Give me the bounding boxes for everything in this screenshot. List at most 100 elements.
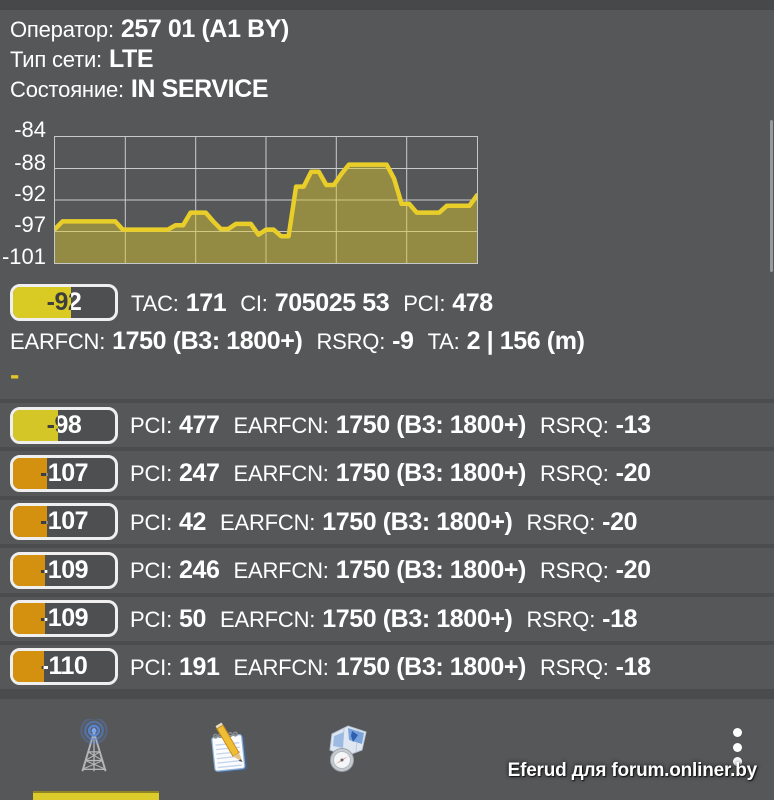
serving-rsrp-box: -92 -92: [10, 284, 118, 321]
overflow-menu-button[interactable]: [731, 728, 743, 766]
rsrq-value: -20: [602, 507, 638, 536]
rsrq-value: -13: [615, 411, 651, 439]
rsrq-value: -18: [615, 652, 651, 681]
network-type-value: LTE: [108, 45, 154, 73]
top-strip: [0, 0, 774, 10]
rsrq-value: -20: [615, 556, 651, 585]
operator-label: Оператор:: [10, 17, 114, 42]
earfcn-value: 1750 (B3: 1800+): [322, 604, 513, 633]
rsrq-label: RSRQ:: [539, 558, 609, 584]
pci-value: 191: [179, 652, 220, 681]
earfcn-label: EARFCN:: [233, 461, 329, 487]
rsrq-label: RSRQ:: [539, 413, 609, 438]
y-tick: -101: [1, 244, 46, 269]
kebab-menu-icon: [732, 728, 742, 737]
pci-label: PCI:: [130, 461, 172, 487]
operator-row: Оператор: 257 01 (A1 BY): [10, 14, 289, 44]
neighbor-cell-list: -98 -98 PCI: 477 EARFCN: 1750 (B3: 1800+) RS…: [0, 399, 774, 689]
chart-y-axis: -84 -88 -92 -97 -101: [0, 110, 46, 280]
state-row: Состояние: IN SERVICE: [10, 74, 289, 104]
state-value: IN SERVICE: [130, 75, 269, 103]
kebab-menu-icon: [732, 757, 742, 766]
pci-label: PCI:: [130, 654, 172, 680]
kebab-menu-icon: [732, 742, 742, 752]
serving-rsrp-value: -92: [46, 288, 82, 316]
notepad-icon: [211, 722, 248, 773]
neighbor-cell-info: PCI: 477 EARFCN: 1750 (B3: 1800+) RSRQ: -13: [130, 403, 651, 447]
y-tick: -88: [14, 150, 46, 175]
neighbor-cell-row[interactable]: -107 -107 PCI: 247 EARFCN: 1750 (B3: 1800+)…: [0, 447, 774, 495]
tac-label: TAC:: [131, 291, 179, 316]
y-tick: -97: [14, 212, 46, 237]
earfcn-label: EARFCN:: [220, 509, 316, 535]
network-type-row: Тип сети: LTE: [10, 44, 289, 74]
neighbor-cell-row[interactable]: -98 -98 PCI: 477 EARFCN: 1750 (B3: 1800+) RS…: [0, 399, 774, 447]
neighbor-cell-info: PCI: 246 EARFCN: 1750 (B3: 1800+) RSRQ: -20: [130, 548, 651, 592]
neighbor-cell-row[interactable]: -107 -107 PCI: 42 EARFCN: 1750 (B3: 1800+) R…: [0, 495, 774, 544]
serving-rsrp-value: -92: [71, 287, 115, 318]
map-compass-icon: [329, 725, 367, 772]
rsrp-value: -107: [39, 458, 89, 487]
cell-tower-icon: [80, 719, 108, 772]
state-label: Состояние:: [10, 77, 124, 102]
pci-label: PCI:: [130, 509, 172, 535]
neighbor-cell-row[interactable]: -109 -109 PCI: 246 EARFCN: 1750 (B3: 1800+)…: [0, 544, 774, 592]
rsrq-label: RSRQ:: [539, 654, 609, 680]
neighbor-cell-info: PCI: 247 EARFCN: 1750 (B3: 1800+) RSRQ: -20: [130, 451, 651, 495]
neighbor-cell-row[interactable]: -109 -109 PCI: 50 EARFCN: 1750 (B3: 1800+) R…: [0, 592, 774, 641]
rsrq-value: -20: [615, 459, 651, 488]
network-type-label: Тип сети:: [10, 47, 102, 72]
serving-cell-radio-info: EARFCN: 1750 (B3: 1800+) RSRQ: -9 TA: 2 | 156…: [10, 326, 585, 356]
ta-value: 2 | 156 (m): [466, 327, 585, 355]
rsrp-value: -109: [39, 555, 89, 584]
placeholder-dash: -: [10, 359, 20, 390]
earfcn-value: 1750 (B3: 1800+): [335, 459, 527, 488]
pci-label: PCI:: [403, 291, 446, 316]
pci-value: 247: [179, 459, 220, 488]
rsrq-label: RSRQ:: [539, 461, 609, 487]
scrollbar[interactable]: [770, 120, 773, 272]
pci-value: 50: [179, 604, 207, 633]
rsrp-value: -107: [39, 507, 89, 536]
signal-fill-bar: [13, 457, 47, 489]
earfcn-value: 1750 (B3: 1800+): [335, 411, 527, 439]
rsrp-chart-canvas: [55, 137, 477, 263]
earfcn-label: EARFCN:: [10, 329, 106, 354]
earfcn-label: EARFCN:: [233, 558, 329, 584]
map-button[interactable]: [319, 717, 381, 779]
rsrp-value: -109: [39, 604, 89, 633]
signal-fill-bar: [13, 287, 72, 318]
rsrp-value: -109: [39, 555, 89, 584]
neighbor-cell-info: PCI: 42 EARFCN: 1750 (B3: 1800+) RSRQ: -20: [130, 500, 637, 544]
pci-label: PCI:: [130, 606, 172, 632]
signal-fill-bar: [13, 409, 58, 441]
earfcn-value: 1750 (B3: 1800+): [322, 507, 513, 536]
neighbor-cell-row[interactable]: -110 -110 PCI: 191 EARFCN: 1750 (B3: 1800+)…: [0, 640, 774, 689]
rsrp-signal-box: -109 -109: [10, 600, 118, 638]
signal-fill-bar: [13, 651, 44, 683]
notes-button[interactable]: [196, 717, 258, 779]
cell-tower-button[interactable]: [63, 717, 125, 779]
rsrp-value: -98: [46, 410, 82, 439]
neighbor-cell-info: PCI: 50 EARFCN: 1750 (B3: 1800+) RSRQ: -18: [130, 597, 637, 641]
ci-label: CI:: [240, 291, 268, 316]
earfcn-label: EARFCN:: [220, 606, 316, 632]
signal-fill-bar: [13, 554, 45, 586]
earfcn-value: 1750 (B3: 1800+): [112, 327, 303, 355]
rsrq-value: -9: [392, 327, 414, 355]
earfcn-label: EARFCN:: [233, 654, 329, 680]
earfcn-value: 1750 (B3: 1800+): [335, 652, 527, 681]
rsrp-signal-box: -109 -109: [10, 551, 118, 589]
rsrq-label: RSRQ:: [526, 606, 596, 632]
y-tick: -84: [14, 117, 46, 142]
ci-value: 705025 53: [274, 289, 390, 317]
pci-label: PCI:: [130, 413, 172, 438]
rsrp-signal-box: -107 -107: [10, 454, 118, 492]
pci-label: PCI:: [130, 558, 172, 584]
network-info-header: Оператор: 257 01 (A1 BY) Тип сети: LTE Сос…: [10, 14, 289, 104]
ta-label: TA:: [427, 329, 460, 354]
neighbor-cell-info: PCI: 191 EARFCN: 1750 (B3: 1800+) RSRQ: -18: [130, 645, 651, 689]
rsrp-value: -98: [46, 410, 82, 439]
rsrq-label: RSRQ:: [526, 509, 596, 535]
